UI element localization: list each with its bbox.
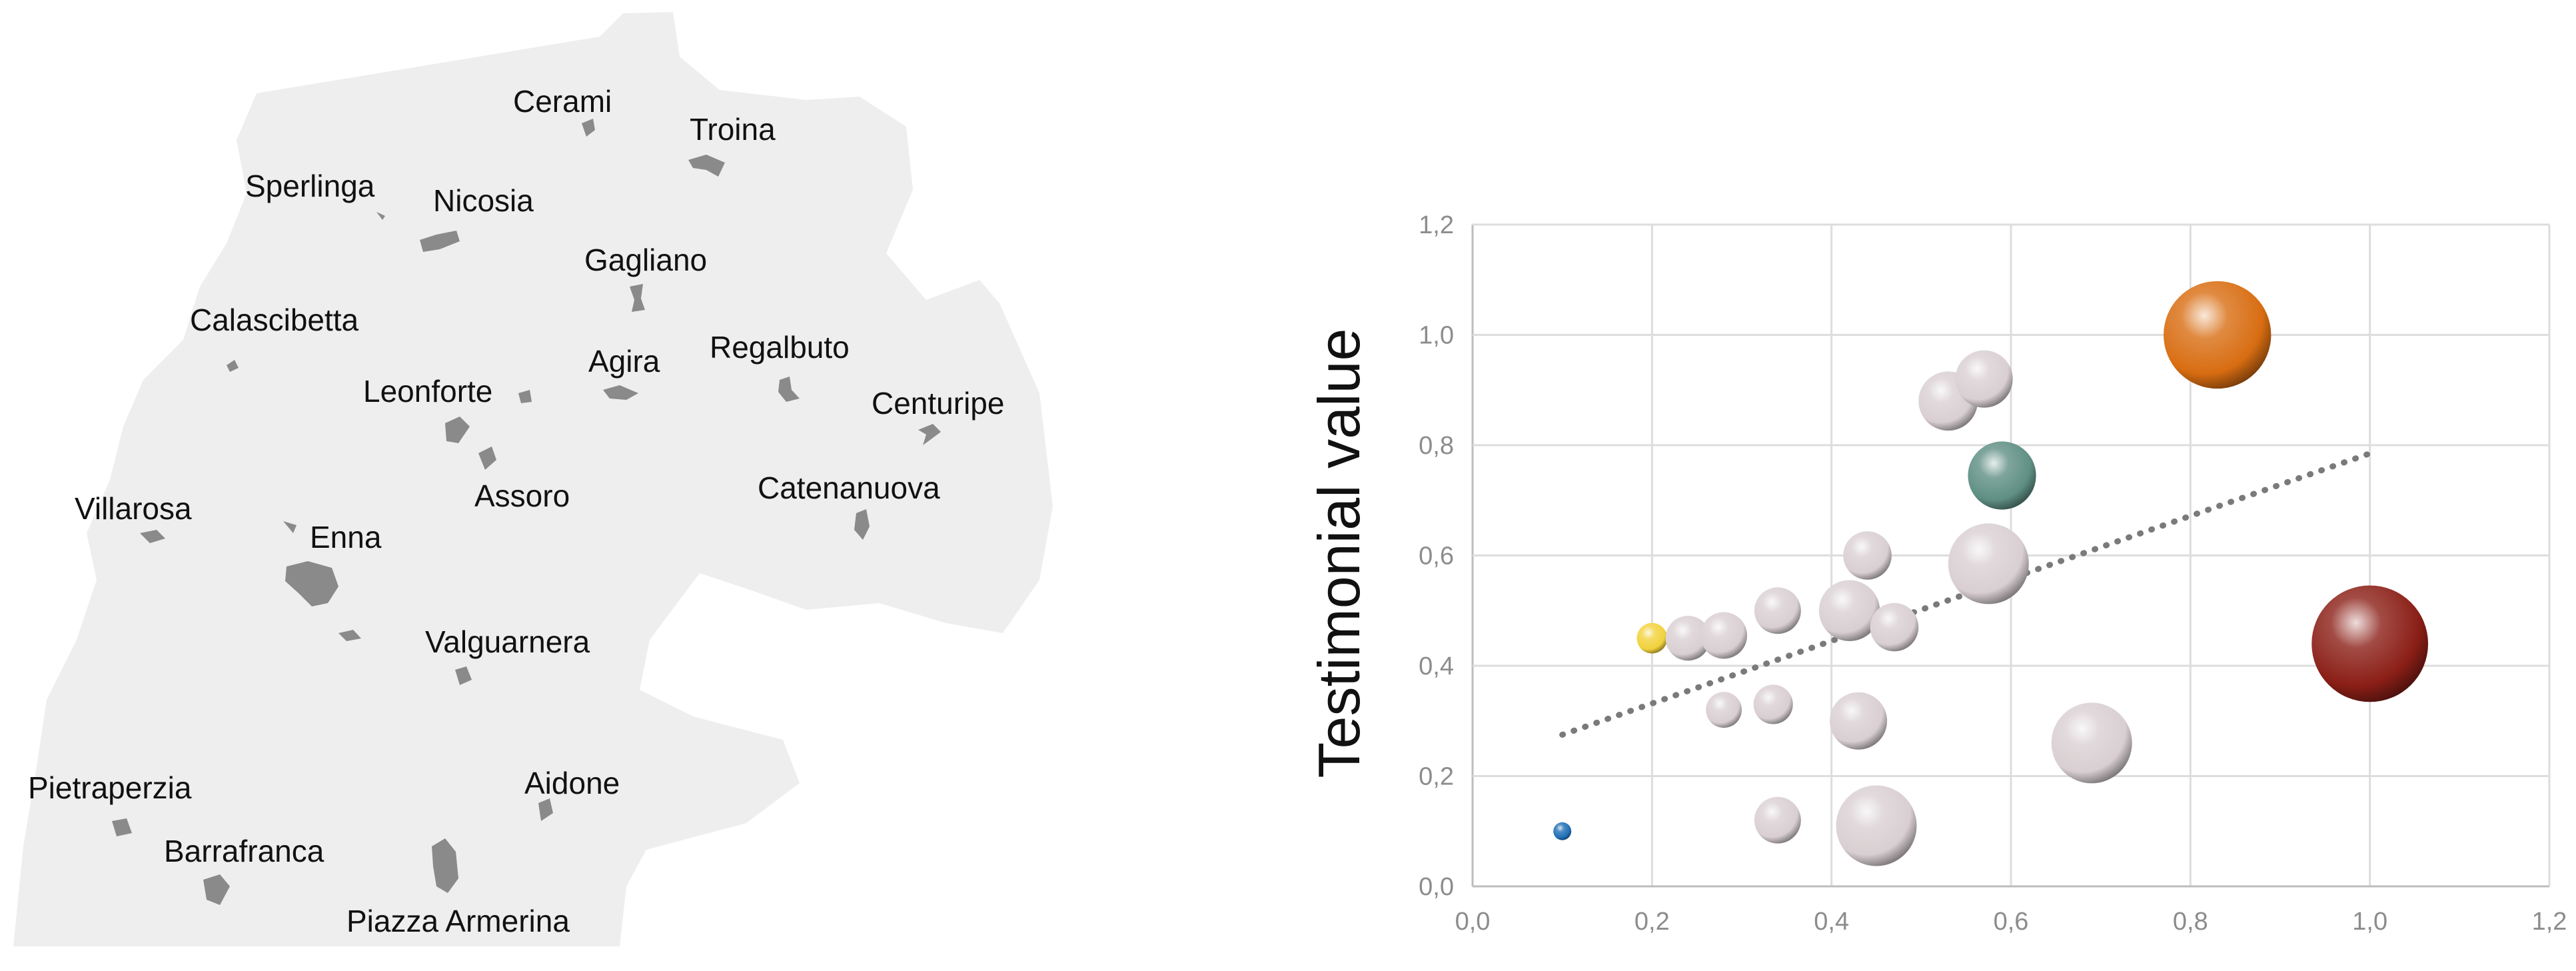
town-label-sperlinga: Sperlinga [245, 169, 375, 203]
bubble-point [1706, 692, 1742, 728]
settlement-valguarnera [338, 630, 361, 641]
settlement-centuripe [918, 424, 941, 445]
settlement-leonforte-2 [518, 390, 532, 403]
bubble-point [1955, 350, 2013, 408]
settlement-villarosa [140, 530, 165, 543]
map-panel: Cerami Troina Sperlinga Nicosia Gagliano… [13, 12, 1053, 946]
settlement-sperlinga [376, 212, 385, 220]
bubble-point [1830, 692, 1888, 750]
y-tick-label: 0,0 [1419, 873, 1454, 901]
settlement-piazza-armerina [432, 838, 458, 893]
settlement-calascibetta [227, 360, 239, 372]
settlement-valguarnera-2 [455, 666, 472, 685]
bubbles [1553, 281, 2429, 866]
bubble-point [1553, 822, 1572, 840]
settlement-catenanuova [854, 509, 870, 540]
town-label-calascibetta: Calascibetta [190, 303, 359, 337]
settlement-assoro [478, 447, 496, 470]
town-label-assoro: Assoro [474, 479, 570, 513]
town-label-valguarnera: Valguarnera [425, 624, 590, 659]
bubble-point [1665, 616, 1710, 661]
y-tick-label: 1,0 [1419, 322, 1454, 350]
x-tick-label: 0,2 [1634, 908, 1670, 936]
town-labels: Cerami Troina Sperlinga Nicosia Gagliano… [28, 84, 1004, 938]
settlement-nicosia [420, 231, 460, 252]
bubble-point [1870, 602, 1919, 652]
x-tick-label: 1,0 [2352, 908, 2387, 936]
trendline-path [1559, 450, 2373, 738]
settlement-gagliano [630, 284, 645, 312]
settlement-troina [688, 155, 725, 177]
settlement-aidone [538, 798, 553, 821]
bubble-point [1818, 580, 1880, 641]
x-tick-label: 0,0 [1455, 908, 1491, 936]
town-label-catenanuova: Catenanuova [758, 471, 940, 505]
tick-labels: 0,0 0,2 0,4 0,6 0,8 1,0 1,2 0,0 0,2 0,4 0,6 0,8 1,0 1… [1419, 211, 2567, 936]
bubble-point [1754, 587, 1801, 634]
town-label-barrafranca: Barrafranca [164, 834, 324, 868]
town-label-pietraperzia: Pietraperzia [28, 770, 192, 805]
bubble-point [2164, 281, 2271, 389]
y-axis-title: Testimonial value [1306, 329, 1372, 778]
town-label-troina: Troina [690, 112, 776, 147]
town-label-enna: Enna [310, 520, 382, 554]
x-tick-label: 1,2 [2532, 908, 2567, 936]
y-tick-label: 1,2 [1419, 211, 1454, 239]
town-label-regalbuto: Regalbuto [710, 330, 850, 365]
bubble-point [1753, 684, 1793, 724]
y-tick-label: 0,4 [1419, 652, 1454, 680]
town-label-nicosia: Nicosia [433, 183, 534, 218]
x-tick-label: 0,8 [2173, 908, 2208, 936]
settlement-cerami [582, 119, 595, 137]
bubble-point [1843, 531, 1892, 580]
x-tick-label: 0,4 [1814, 908, 1849, 936]
province-shape [13, 12, 1053, 946]
bubble-point [1754, 796, 1801, 844]
town-label-agira: Agira [588, 344, 660, 379]
bubble-point [1636, 622, 1668, 654]
y-tick-label: 0,6 [1419, 542, 1454, 570]
town-label-piazza-armerina: Piazza Armerina [346, 904, 570, 938]
bubble-chart: 0,0 0,2 0,4 0,6 0,8 1,0 1,2 0,0 0,2 0,4 0,6 0,8 1,0 1… [1306, 211, 2567, 936]
town-label-leonforte: Leonforte [363, 374, 492, 409]
bubble-point [2311, 585, 2429, 702]
settlement-leonforte [445, 417, 470, 443]
settlement-agira [603, 385, 638, 400]
town-label-gagliano: Gagliano [584, 243, 707, 277]
settlement-pietraperzia [112, 818, 132, 836]
town-label-aidone: Aidone [524, 766, 620, 800]
settlement-enna [285, 561, 338, 606]
town-label-cerami: Cerami [513, 84, 612, 119]
bubble-point [2051, 702, 2132, 784]
bubble-point [1700, 612, 1748, 659]
y-tick-label: 0,2 [1419, 763, 1454, 791]
trendline [1559, 450, 2373, 738]
town-label-centuripe: Centuripe [872, 386, 1004, 421]
bubble-point [1836, 785, 1917, 866]
settlement-enna-2 [283, 521, 297, 533]
town-label-villarosa: Villarosa [75, 491, 192, 526]
y-tick-label: 0,8 [1419, 432, 1454, 460]
settlement-regalbuto [778, 377, 800, 402]
settlement-barrafranca [203, 874, 230, 905]
x-tick-label: 0,6 [1994, 908, 2029, 936]
bubble-point [1968, 441, 2036, 510]
bubble-point [1948, 523, 2029, 604]
settlement-shapes [112, 119, 941, 905]
